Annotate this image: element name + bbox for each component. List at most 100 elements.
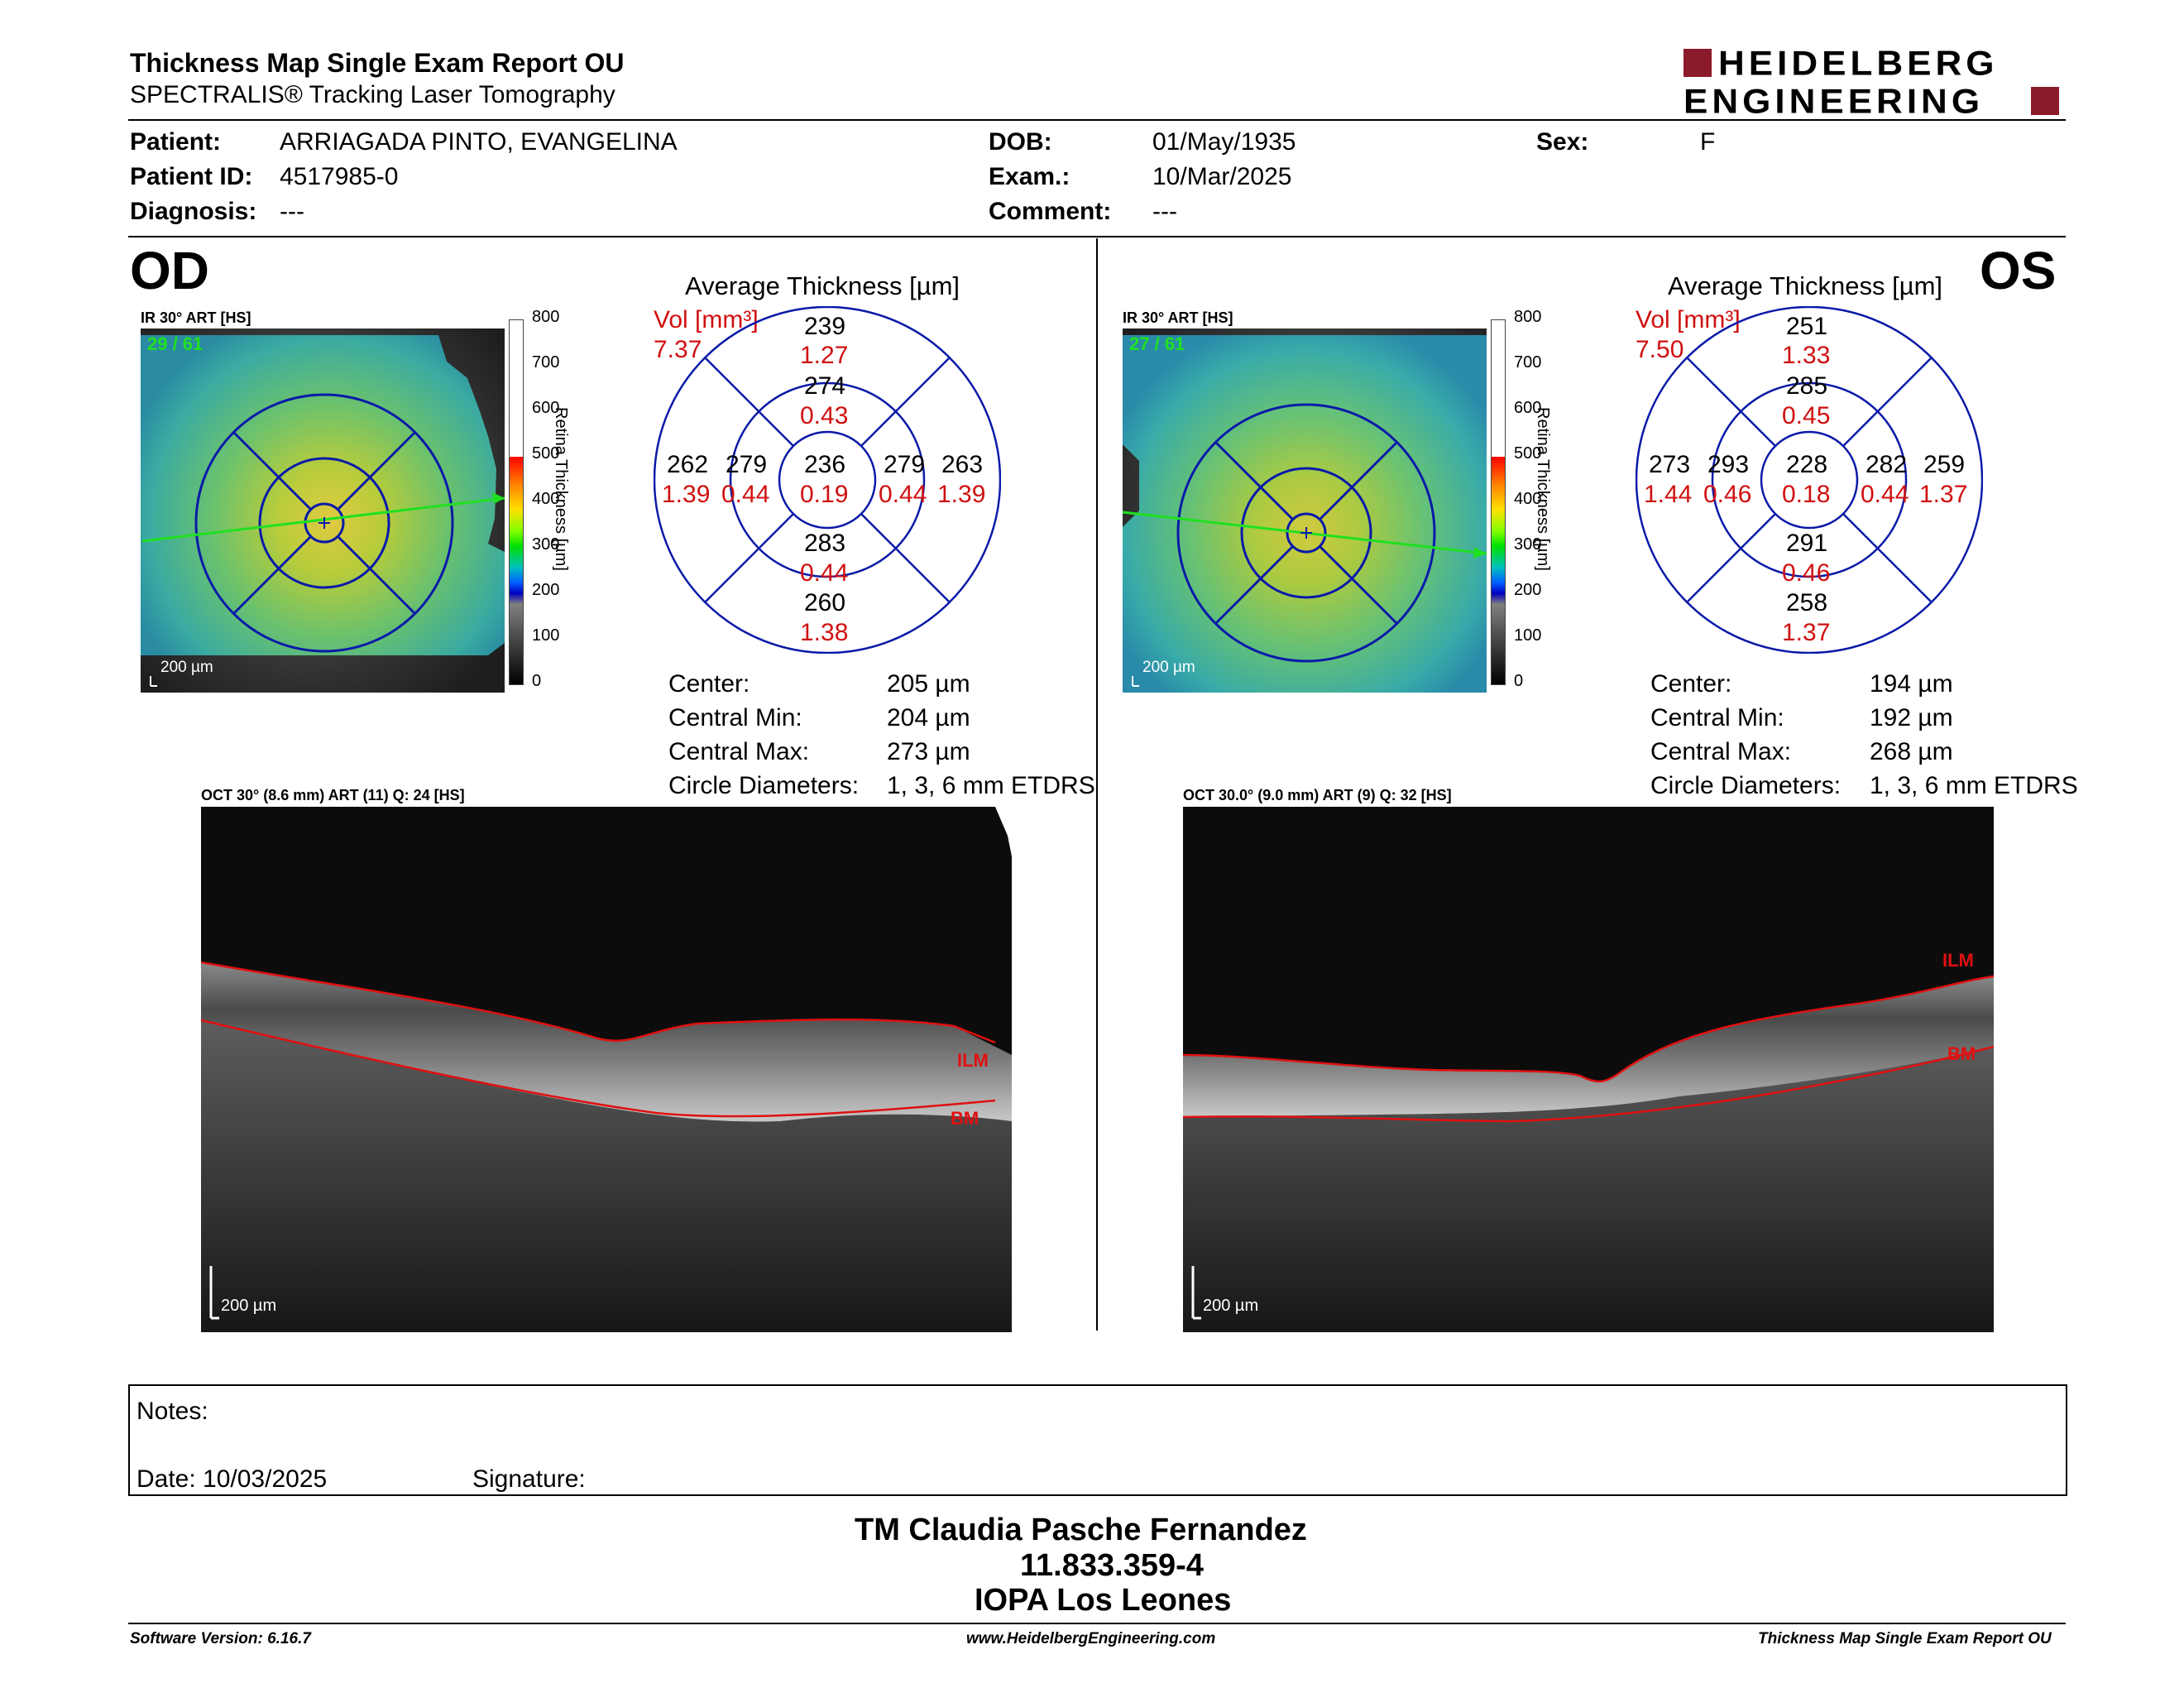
comment-label: Comment: <box>989 198 1112 225</box>
os-ilm-label: ILM <box>1942 950 1974 971</box>
patient-id-label: Patient ID: <box>130 163 253 190</box>
dob-label: DOB: <box>989 128 1052 156</box>
od-max-label: Central Max: <box>668 738 810 765</box>
od-scale-tick: 100 <box>532 626 560 645</box>
os-outer-right-volume: 1.37 <box>1919 481 1968 508</box>
od-scale-tick: 400 <box>532 490 560 508</box>
eye-divider <box>1096 238 1098 1331</box>
od-outer-top-volume: 1.27 <box>800 342 849 369</box>
os-outer-right-thickness: 259 <box>1923 451 1966 478</box>
report-title: Thickness Map Single Exam Report OU <box>130 48 625 78</box>
od-frames: 29 / 61 <box>147 333 204 354</box>
os-min-value: 192 µm <box>1870 704 1953 731</box>
od-scale-axis-label: Retina Thickness [µm] <box>552 407 570 571</box>
os-frames: 27 / 61 <box>1129 333 1185 354</box>
od-bm-label: BM <box>951 1108 979 1129</box>
os-bm-label: BM <box>1947 1043 1976 1064</box>
os-scale-tick: 600 <box>1514 399 1542 417</box>
od-ir-scalebar: 200 µm <box>160 659 213 676</box>
diagnosis-label: Diagnosis: <box>130 198 257 225</box>
signer-name: TM Claudia Pasche Fernandez <box>855 1513 1307 1547</box>
od-vol-label: Vol [mm³] <box>654 306 759 333</box>
os-vol-label: Vol [mm³] <box>1636 306 1741 333</box>
os-oct-label: OCT 30.0° (9.0 mm) ART (9) Q: 32 [HS] <box>1183 787 1452 803</box>
os-inner-bottom-thickness: 291 <box>1786 530 1828 557</box>
os-circle-value: 1, 3, 6 mm ETDRS <box>1870 772 2078 799</box>
od-ir-thickness-map: 29 / 61 200 µm <box>141 328 505 693</box>
patient-name: ARRIAGADA PINTO, EVANGELINA <box>280 128 678 156</box>
signer-org: IOPA Los Leones <box>975 1583 1232 1618</box>
od-outer-right-thickness: 263 <box>941 451 984 478</box>
os-scale-tick: 700 <box>1514 353 1542 372</box>
notes-label: Notes: <box>136 1398 208 1425</box>
footer-report: Thickness Map Single Exam Report OU <box>1758 1630 2052 1647</box>
os-max-value: 268 µm <box>1870 738 1953 765</box>
od-circle-value: 1, 3, 6 mm ETDRS <box>887 772 1095 799</box>
od-center-thickness: 236 <box>804 451 846 478</box>
os-ir-label: IR 30° ART [HS] <box>1123 309 1233 326</box>
footer-website[interactable]: www.HeidelbergEngineering.com <box>966 1630 1216 1647</box>
od-scale-tick: 300 <box>532 535 560 554</box>
sex-label: Sex: <box>1536 128 1589 156</box>
dob-value: 01/May/1935 <box>1152 128 1296 156</box>
os-outer-top-thickness: 251 <box>1786 313 1828 340</box>
od-center-value: 205 µm <box>887 670 970 698</box>
os-outer-left-thickness: 273 <box>1649 451 1691 478</box>
os-outer-left-volume: 1.44 <box>1644 481 1693 508</box>
od-inner-right-volume: 0.44 <box>879 481 927 508</box>
os-inner-left-volume: 0.46 <box>1703 481 1752 508</box>
od-center-volume: 0.19 <box>800 481 849 508</box>
os-scale-tick: 500 <box>1514 444 1542 463</box>
notes-date: Date: 10/03/2025 <box>136 1465 328 1493</box>
od-etdrs-grid <box>653 305 1002 655</box>
od-inner-top-thickness: 274 <box>804 372 846 400</box>
od-avg-title: Average Thickness [µm] <box>685 271 960 300</box>
os-oct-scalebar: 200 µm <box>1203 1297 1259 1315</box>
od-oct-label: OCT 30° (8.6 mm) ART (11) Q: 24 [HS] <box>201 787 465 803</box>
os-eye-label: OS <box>1980 241 2057 300</box>
os-inner-left-thickness: 293 <box>1707 451 1750 478</box>
od-max-value: 273 µm <box>887 738 970 765</box>
od-outer-bottom-thickness: 260 <box>804 589 846 616</box>
os-center-volume: 0.18 <box>1782 481 1831 508</box>
os-scale-tick: 300 <box>1514 535 1542 554</box>
od-eye-label: OD <box>130 241 209 300</box>
os-max-label: Central Max: <box>1650 738 1792 765</box>
os-inner-right-thickness: 282 <box>1866 451 1908 478</box>
od-outer-bottom-volume: 1.38 <box>800 619 849 646</box>
od-vol-value: 7.37 <box>654 336 702 363</box>
os-scale-tick: 800 <box>1514 308 1542 326</box>
os-avg-title: Average Thickness [µm] <box>1668 271 1943 300</box>
od-scale-tick: 800 <box>532 308 560 326</box>
od-outer-left-volume: 1.39 <box>662 481 711 508</box>
od-oct-scalebar: 200 µm <box>221 1297 277 1315</box>
signer-id: 11.833.359-4 <box>1020 1548 1204 1583</box>
od-scale-tick: 200 <box>532 581 560 599</box>
od-inner-left-volume: 0.44 <box>721 481 770 508</box>
notes-box: Notes: Date: 10/03/2025 Signature: <box>128 1384 2067 1496</box>
footer-software: Software Version: 6.16.7 <box>130 1630 311 1647</box>
notes-signature: Signature: <box>472 1465 586 1493</box>
os-center-thickness: 228 <box>1786 451 1828 478</box>
os-inner-bottom-volume: 0.46 <box>1782 559 1831 587</box>
exam-label: Exam.: <box>989 163 1070 190</box>
os-center-label: Center: <box>1650 670 1732 698</box>
od-ilm-label: ILM <box>957 1050 989 1071</box>
od-outer-top-thickness: 239 <box>804 313 846 340</box>
os-outer-bottom-volume: 1.37 <box>1782 619 1831 646</box>
od-inner-right-thickness: 279 <box>884 451 926 478</box>
patient-label: Patient: <box>130 128 222 156</box>
od-inner-bottom-thickness: 283 <box>804 530 846 557</box>
os-scale-tick: 0 <box>1514 672 1524 690</box>
od-min-label: Central Min: <box>668 704 802 731</box>
logo-line1: HEIDELBERG <box>1718 44 1999 83</box>
os-inner-right-volume: 0.44 <box>1861 481 1909 508</box>
os-circle-label: Circle Diameters: <box>1650 772 1842 799</box>
os-outer-bottom-thickness: 258 <box>1786 589 1828 616</box>
os-ir-thickness-map: 27 / 61 200 µm <box>1122 328 1491 693</box>
os-inner-top-volume: 0.45 <box>1782 402 1831 429</box>
od-ir-label: IR 30° ART [HS] <box>141 309 251 326</box>
os-scale-axis-label: Retina Thickness [µm] <box>1534 407 1552 571</box>
od-circle-label: Circle Diameters: <box>668 772 860 799</box>
os-center-value: 194 µm <box>1870 670 1953 698</box>
